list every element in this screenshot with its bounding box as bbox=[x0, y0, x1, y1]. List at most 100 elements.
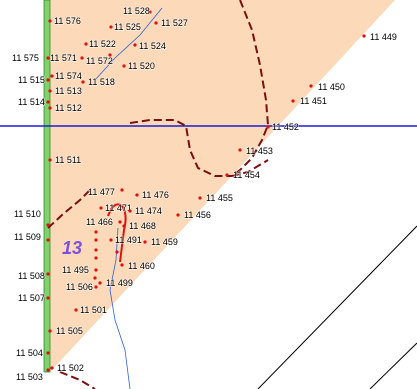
survey-dot bbox=[109, 25, 113, 29]
survey-dot bbox=[309, 84, 313, 88]
survey-dot bbox=[362, 34, 366, 38]
survey-dot bbox=[122, 224, 126, 228]
survey-dot bbox=[133, 43, 137, 47]
point-label: 11 508 bbox=[18, 271, 45, 281]
point-label: 11 476 bbox=[142, 190, 169, 200]
survey-dot bbox=[135, 193, 139, 197]
point-label: 11 460 bbox=[128, 261, 155, 271]
survey-dot bbox=[120, 263, 124, 267]
point-label: 11 477 bbox=[88, 187, 115, 197]
point-label: 11 505 bbox=[56, 326, 83, 336]
survey-dot bbox=[46, 223, 50, 227]
point-label: 11 456 bbox=[184, 210, 211, 220]
point-label: 11 576 bbox=[54, 16, 81, 26]
point-label: 11 527 bbox=[161, 18, 188, 28]
survey-dot bbox=[94, 248, 98, 252]
point-label: 11 522 bbox=[89, 39, 116, 49]
point-label: 11 468 bbox=[129, 221, 156, 231]
red-curve bbox=[107, 203, 127, 263]
survey-dot bbox=[80, 56, 84, 60]
stream bbox=[94, 7, 163, 81]
survey-dot bbox=[154, 21, 158, 25]
survey-dot bbox=[291, 99, 295, 103]
point-label: 11 451 bbox=[300, 96, 327, 106]
point-label: 11 450 bbox=[318, 82, 345, 92]
survey-dot bbox=[46, 238, 50, 242]
survey-dot bbox=[94, 230, 98, 234]
survey-dot bbox=[115, 250, 119, 254]
survey-dot bbox=[48, 158, 52, 162]
stream bbox=[109, 227, 131, 389]
survey-dot bbox=[108, 53, 112, 57]
survey-dot bbox=[46, 351, 50, 355]
point-label: 11 572 bbox=[86, 56, 113, 66]
point-label: 11 506 bbox=[66, 282, 93, 292]
point-label: 11 474 bbox=[135, 206, 162, 216]
survey-dot bbox=[120, 188, 124, 192]
survey-dot bbox=[50, 366, 54, 370]
point-label: 11 449 bbox=[370, 32, 397, 42]
point-label: 11 499 bbox=[106, 278, 133, 288]
survey-dot bbox=[143, 240, 147, 244]
point-label: 11 520 bbox=[128, 61, 155, 71]
point-label: 11 575 bbox=[12, 53, 39, 63]
survey-dot bbox=[118, 220, 122, 224]
point-label: 11 455 bbox=[206, 193, 233, 203]
point-label: 11 452 bbox=[272, 122, 299, 132]
point-label: 11 454 bbox=[233, 170, 260, 180]
point-label: 11 501 bbox=[80, 305, 107, 315]
survey-dot bbox=[94, 256, 98, 260]
survey-dot bbox=[238, 148, 242, 152]
survey-dot bbox=[84, 42, 88, 46]
point-label: 11 514 bbox=[18, 97, 45, 107]
point-label: 11 513 bbox=[55, 86, 82, 96]
survey-dot bbox=[46, 368, 50, 372]
point-label: 11 512 bbox=[55, 103, 82, 113]
point-label: 11 466 bbox=[86, 217, 113, 227]
survey-dot bbox=[48, 19, 52, 23]
survey-dot bbox=[93, 276, 97, 280]
boundary bbox=[129, 119, 232, 177]
point-label: 11 507 bbox=[18, 293, 45, 303]
boundary bbox=[47, 187, 93, 229]
point-label: 11 453 bbox=[246, 146, 273, 156]
point-label: 11 524 bbox=[139, 41, 166, 51]
point-label: 11 504 bbox=[16, 348, 43, 358]
survey-dot bbox=[81, 80, 85, 84]
survey-dot bbox=[50, 74, 54, 78]
point-label: 11 471 bbox=[105, 203, 132, 213]
survey-dot bbox=[94, 285, 98, 289]
point-label: 11 571 bbox=[50, 53, 77, 63]
survey-dot bbox=[48, 329, 52, 333]
point-label: 11 574 bbox=[55, 71, 82, 81]
boundary bbox=[59, 371, 96, 389]
survey-dot bbox=[46, 100, 50, 104]
point-label: 11 459 bbox=[151, 237, 178, 247]
survey-dot bbox=[46, 78, 50, 82]
point-label: 11 515 bbox=[18, 75, 45, 85]
black-line bbox=[369, 342, 417, 389]
survey-dot bbox=[148, 10, 152, 14]
point-label: 11 503 bbox=[16, 372, 43, 382]
survey-dot bbox=[198, 196, 202, 200]
survey-dot bbox=[122, 64, 126, 68]
survey-dot bbox=[94, 238, 98, 242]
point-label: 11 518 bbox=[88, 77, 115, 87]
boundary bbox=[231, 0, 270, 177]
survey-dot bbox=[99, 206, 103, 210]
point-label: 11 510 bbox=[14, 209, 41, 219]
survey-dot bbox=[48, 106, 52, 110]
survey-dot bbox=[46, 296, 50, 300]
survey-dot bbox=[74, 308, 78, 312]
point-label: 11 491 bbox=[115, 235, 142, 245]
point-label: 11 502 bbox=[57, 363, 84, 373]
survey-dot bbox=[176, 213, 180, 217]
point-label: 11 509 bbox=[14, 232, 41, 242]
point-label: 11 495 bbox=[62, 265, 89, 275]
survey-dot bbox=[109, 238, 113, 242]
survey-dot bbox=[46, 272, 50, 276]
area-label: 13 bbox=[62, 238, 82, 258]
survey-dot bbox=[98, 281, 102, 285]
survey-dot bbox=[46, 56, 50, 60]
